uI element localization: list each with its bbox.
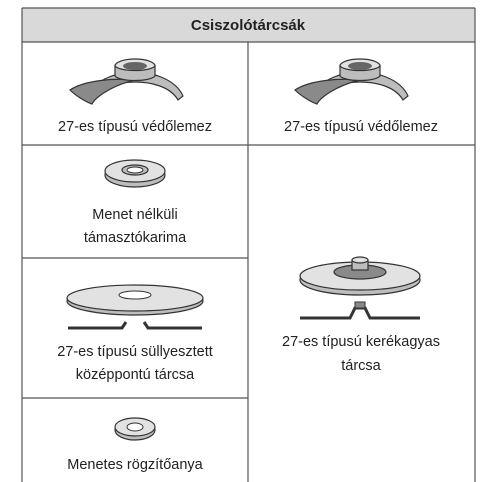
guard-illustration: [294, 58, 409, 105]
cell-label: 27-es típusú kerékagyas: [282, 334, 440, 350]
cell-label: Menetes rögzítőanya: [67, 457, 203, 473]
cell-label: középpontú tárcsa: [76, 367, 195, 383]
cell-label: tárcsa: [341, 358, 381, 374]
table-title: Csiszolótárcsák: [191, 17, 306, 34]
disc-illustration: [66, 284, 204, 330]
flange-illustration: [104, 159, 166, 188]
cell-label: támasztókarima: [84, 230, 187, 246]
cell-label: 27-es típusú süllyesztett: [57, 344, 213, 360]
header-background: [22, 8, 475, 42]
guard-illustration: [69, 58, 184, 105]
hub-disc-illustration: [299, 256, 421, 320]
cell-label: 27-es típusú védőlemez: [58, 119, 212, 135]
cell-label: 27-es típusú védőlemez: [284, 119, 438, 135]
nut-illustration: [114, 417, 156, 441]
cell-label: Menet nélküli: [92, 207, 177, 223]
